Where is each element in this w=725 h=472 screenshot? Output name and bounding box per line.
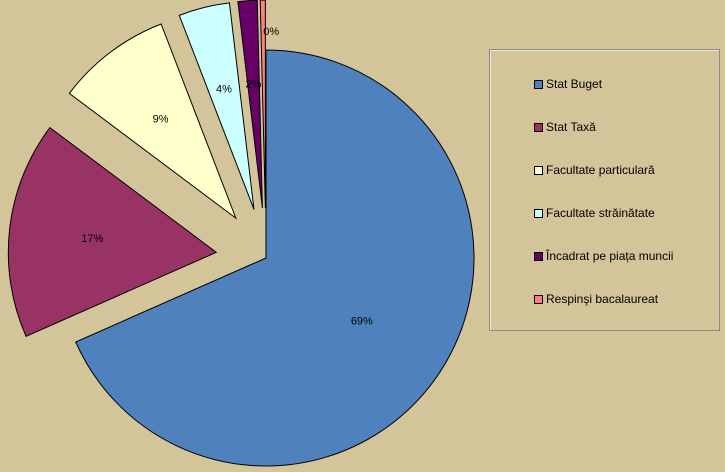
legend: Stat Buget Stat Taxă Facultate particulară… [489, 49, 720, 331]
legend-item-respinsi-bacalaureat: Respinşi bacalaureat [534, 292, 658, 306]
pie-slice-stat-taxa [7, 126, 218, 337]
legend-item-stat-taxa: Stat Taxă [534, 120, 596, 134]
legend-label: Facultate străinătate [546, 206, 655, 220]
data-label-stat-buget: 69% [351, 315, 373, 327]
legend-swatch [534, 294, 543, 304]
legend-label: Încadrat pe piața muncii [546, 249, 674, 263]
legend-label: Respinşi bacalaureat [546, 292, 659, 306]
legend-swatch [534, 165, 543, 175]
legend-label: Facultate particulară [546, 163, 655, 177]
data-label-incadrat-pe-piata-muncii: 2% [246, 79, 262, 91]
legend-item-facultate-strainatate: Facultate străinătate [534, 206, 655, 220]
pie-slice-facultate-strainatate [178, 2, 255, 210]
legend-swatch [534, 251, 543, 261]
pie-slice-facultate-particulara [68, 23, 237, 220]
legend-label: Stat Buget [546, 77, 603, 91]
legend-swatch [534, 79, 543, 89]
legend-item-facultate-particulara: Facultate particulară [534, 163, 655, 177]
legend-swatch [534, 122, 543, 132]
data-label-facultate-particulara: 9% [153, 114, 169, 126]
legend-item-incadrat-pe-piata-muncii: Încadrat pe piața muncii [534, 249, 673, 263]
pie-slice-incadrat-pe-piata-muncii [237, 0, 263, 209]
legend-label: Stat Taxă [546, 120, 596, 134]
legend-item-stat-buget: Stat Buget [534, 77, 602, 91]
pie-slice-stat-buget [75, 49, 475, 467]
data-label-respinsi-bacalaureat: 0% [263, 26, 279, 38]
legend-swatch [534, 208, 543, 218]
pie-slice-respinsi-bacalaureat [259, 0, 266, 209]
data-label-facultate-strainatate: 4% [216, 83, 232, 95]
data-label-stat-taxa: 17% [81, 233, 103, 245]
